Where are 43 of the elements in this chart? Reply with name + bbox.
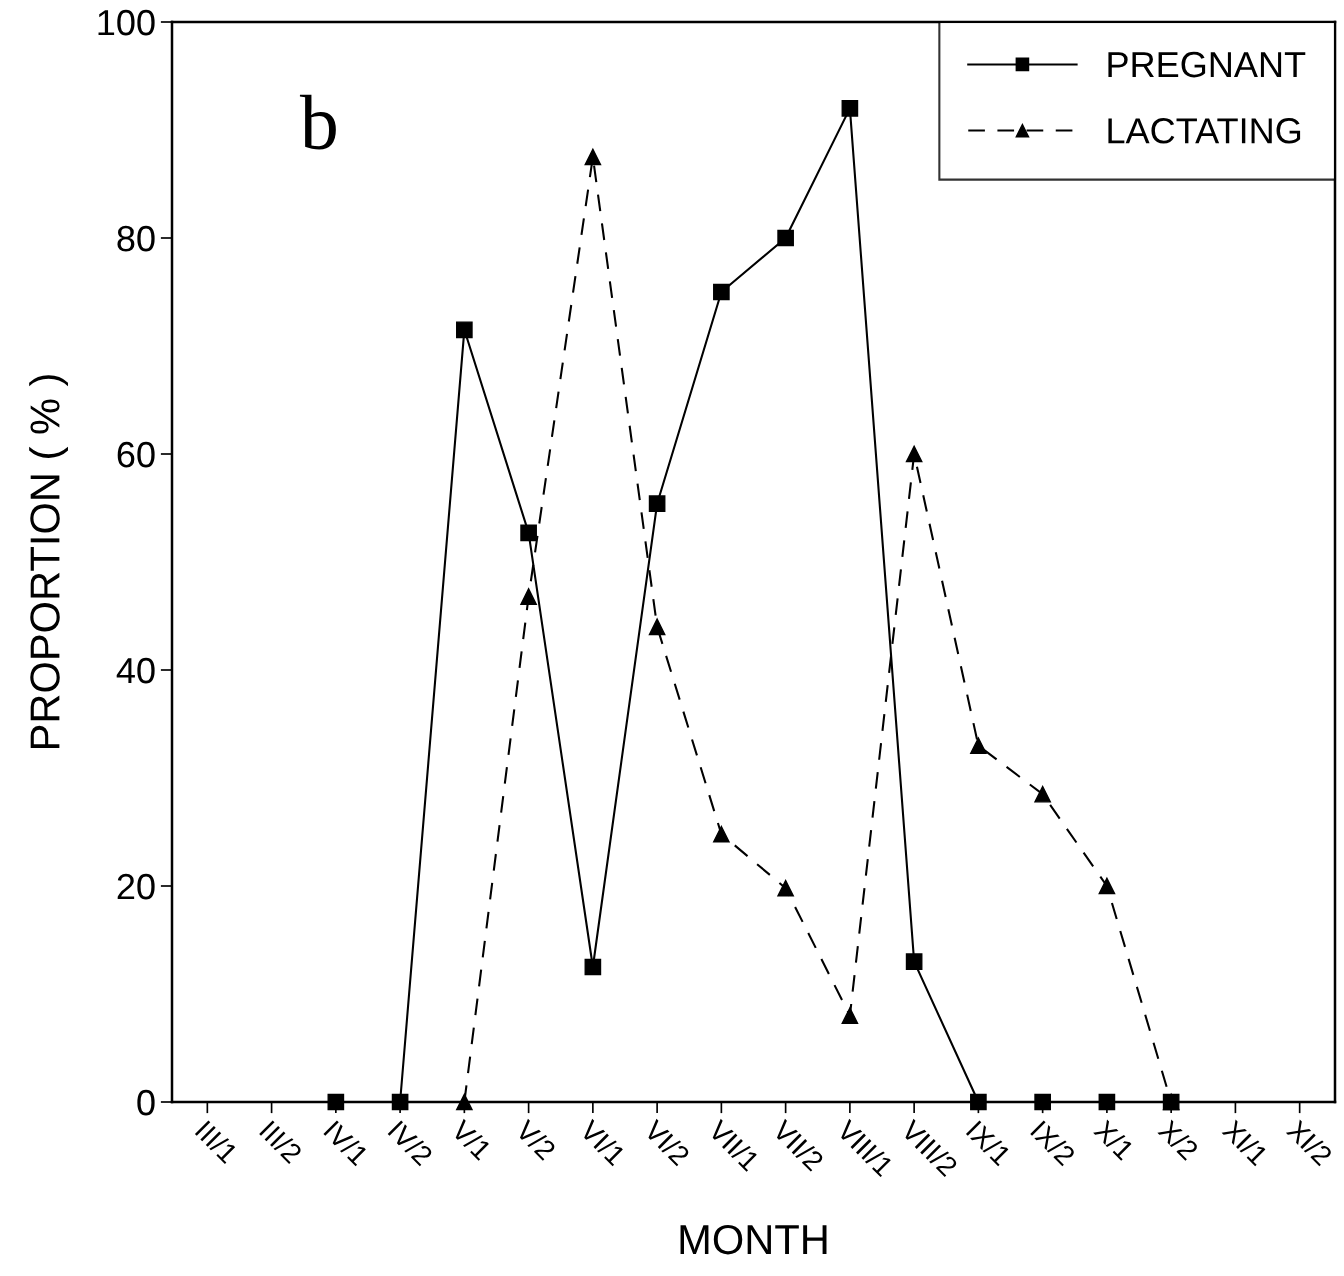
point [713, 283, 730, 301]
point [1098, 877, 1116, 895]
point [841, 100, 859, 117]
point [584, 958, 602, 976]
x-tick-label: VI/2 [642, 1118, 692, 1167]
x-tick-label: XI/2 [1285, 1118, 1334, 1167]
x-tick-label: V/1 [450, 1118, 493, 1161]
point [1034, 785, 1051, 803]
x-tick-label: VI/1 [578, 1118, 627, 1167]
point [648, 618, 666, 636]
point [520, 588, 537, 605]
y-tick-label: 40 [116, 657, 155, 684]
point [584, 148, 602, 166]
point [456, 321, 473, 339]
y-axis-title: PROPORTION ( % ) [29, 375, 68, 749]
point [970, 737, 987, 754]
x-axis-title: MONTH [680, 1224, 827, 1255]
x-tick-label: IV/2 [387, 1119, 435, 1167]
point [905, 445, 923, 463]
y-tick-label: 60 [117, 441, 155, 468]
x-tick-label: IX/2 [1030, 1119, 1077, 1167]
point [648, 495, 666, 513]
x-tick-label: III/2 [258, 1119, 304, 1165]
legend-label: PREGNANT [1108, 51, 1306, 78]
point [841, 1007, 859, 1024]
y-tick-label: 0 [137, 1089, 155, 1116]
legend-label: LACTATING [1108, 118, 1301, 144]
y-tick-label: 20 [117, 873, 155, 900]
x-tick-label: V/2 [514, 1118, 558, 1161]
x-tick-label: XI/1 [1221, 1118, 1270, 1167]
y-tick-label: 80 [117, 225, 155, 252]
x-tick-label: IX/1 [965, 1119, 1013, 1167]
x-tick-label: X/2 [1157, 1118, 1200, 1161]
x-tick-label: III/1 [194, 1119, 240, 1165]
point [777, 229, 794, 247]
point [777, 879, 794, 897]
point [713, 825, 730, 843]
annotation: b [299, 94, 336, 150]
point [905, 953, 923, 970]
y-tick-label: 100 [98, 9, 155, 36]
x-tick-label: IV/1 [323, 1119, 370, 1167]
x-tick-label: X/1 [1092, 1118, 1136, 1161]
point [520, 524, 537, 542]
